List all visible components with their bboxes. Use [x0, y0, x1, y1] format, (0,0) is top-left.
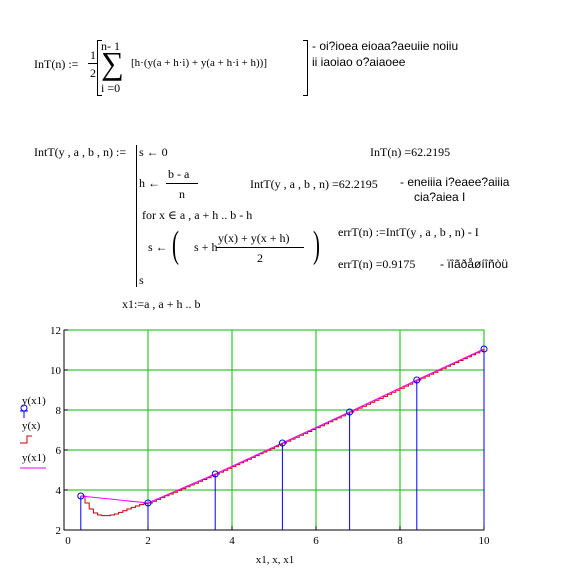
- trapezoid-line: [80, 348, 485, 504]
- data-point-marker: [346, 408, 354, 416]
- program-line-h-num: b - a: [168, 167, 190, 181]
- sum-symbol: ∑: [101, 45, 124, 81]
- x-tick-label: 8: [397, 535, 403, 547]
- program-line-h-den: n: [179, 187, 185, 201]
- result-int-value: InT(n) =62.2195: [370, 145, 451, 159]
- y-tick-label: 6: [56, 445, 62, 457]
- y-tick-label: 8: [56, 405, 62, 417]
- result-intt-comment-line1: - eneiiia i?eaee?aiiia: [400, 175, 510, 189]
- program-bar: [136, 145, 137, 287]
- y-tick-label: 4: [56, 485, 62, 497]
- legend-step-swatch: [20, 435, 32, 444]
- program-line-return: s: [139, 273, 144, 287]
- x-tick-label: 4: [229, 535, 235, 547]
- program-s-fraction-line: [216, 247, 304, 248]
- data-point-marker: [77, 492, 85, 500]
- legend-label-y-x: y(x): [22, 420, 41, 432]
- half-denominator: 2: [90, 66, 96, 80]
- program-line-s-den: 2: [257, 251, 263, 265]
- error-definition: errT(n) :=IntT(y , a , b , n) - I: [338, 225, 479, 239]
- range-definition: x1:=a , a + h .. b: [122, 297, 201, 311]
- y-tick-label: 2: [56, 525, 62, 537]
- program-h-fraction-line: [166, 183, 198, 184]
- plot-frame: [63, 329, 485, 531]
- formula1-comment-line2: ii iaoiao o?aiaoee: [312, 55, 406, 69]
- data-point-marker: [480, 345, 488, 353]
- y-tick-label: 12: [50, 325, 61, 337]
- x-tick-label: 6: [313, 535, 319, 547]
- program-line-s-term: s + h·: [194, 240, 222, 254]
- x-axis-label: x1, x, x1: [256, 554, 295, 566]
- result-intt-value: IntT(y , a , b , n) =62.2195: [250, 177, 378, 191]
- right-bracket: [303, 40, 308, 96]
- data-point-marker: [211, 470, 219, 478]
- half-fraction-line: [88, 63, 98, 64]
- program-line-s-lhs: s ←: [148, 240, 168, 254]
- formula1-lhs: InT(n) :=: [34, 57, 79, 71]
- formula1-comment-line1: - oi?ioea eioaa?aeuiie noiiu: [312, 39, 459, 53]
- result-intt-comment-line2: cia?aiea I: [414, 190, 466, 204]
- data-point-marker: [413, 376, 421, 384]
- sum-lower-limit: i =0: [101, 81, 121, 95]
- x-tick-label: 2: [145, 535, 151, 547]
- program-line-s-init: s ← 0: [139, 145, 168, 159]
- error-value: errT(n) =0.9175: [338, 257, 416, 271]
- half-numerator: 1: [90, 48, 96, 62]
- program-line-for: for x ∈ a , a + h .. b - h: [142, 208, 253, 222]
- program-line-s-num: y(x) + y(x + h): [218, 231, 290, 245]
- program-line-h-lhs: h ←: [139, 176, 160, 190]
- y-tick-label: 10: [50, 365, 62, 377]
- x-tick-label: 10: [479, 535, 491, 547]
- sum-upper-limit: n- 1: [101, 39, 120, 53]
- program-close-paren: ): [313, 224, 320, 266]
- x-tick-label: 0: [65, 535, 71, 547]
- data-point-marker: [278, 439, 286, 447]
- formula2-lhs: IntT(y , a , b , n) :=: [34, 145, 127, 159]
- legend-label-y-x1-markers: y(x1): [22, 395, 46, 407]
- error-comment: - ïîãðåøíîñòü: [440, 257, 509, 271]
- legend-label-y-x1-line: y(x1): [22, 452, 46, 464]
- sum-body: [h·(y(a + h·i) + y(a + h·i + h))]: [131, 57, 267, 69]
- left-bracket: [97, 40, 102, 96]
- program-open-paren: (: [172, 224, 179, 266]
- data-point-marker: [144, 499, 152, 507]
